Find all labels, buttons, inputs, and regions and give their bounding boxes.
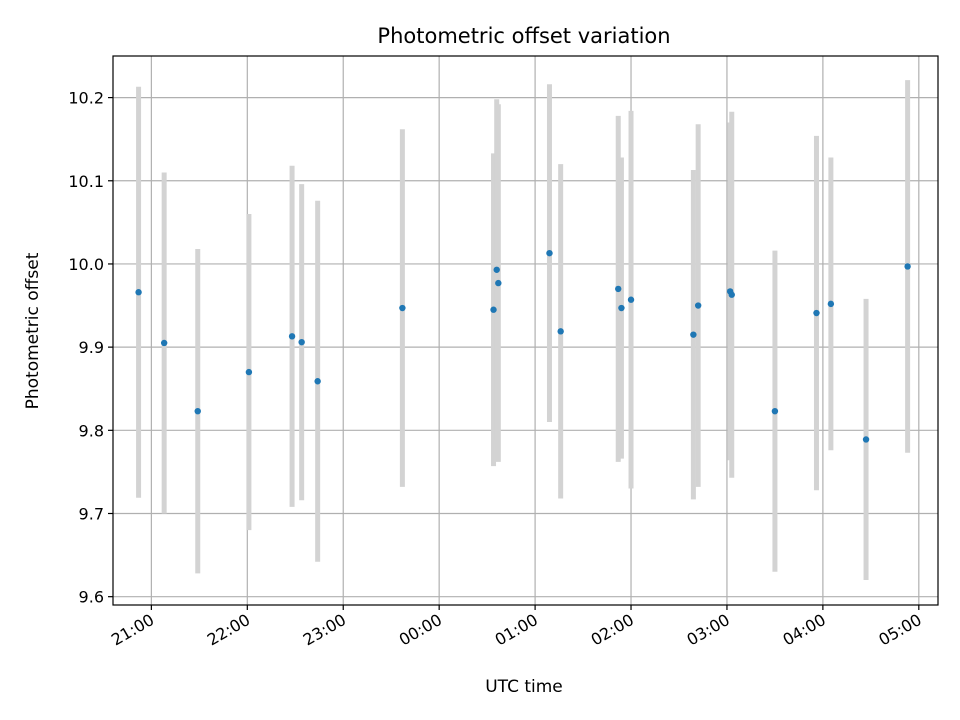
y-tick-label: 10.1 [68,172,104,191]
chart-title: Photometric offset variation [377,24,670,48]
data-point [314,378,321,385]
x-tick-label: 02:00 [588,610,637,650]
data-point [771,407,779,415]
x-tick-label: 04:00 [779,610,828,650]
data-point [399,304,406,312]
data-point [690,331,697,338]
x-tick-label: 23:00 [300,610,349,650]
plot-frame [112,55,939,606]
x-tick-label: 01:00 [492,610,541,650]
x-tick-label: 03:00 [684,610,733,650]
data-point [490,306,497,313]
data-point [827,300,835,308]
y-axis-label: Photometric offset [23,252,43,409]
x-ticks: 21:00 22:00 23:00 00:00 01:00 02:00 03:00 04:00… [108,605,925,650]
error-bars [136,80,911,581]
data-point [288,333,296,340]
data-point [194,407,201,415]
x-tick-label: 05:00 [875,610,924,650]
data-point [813,309,820,317]
data-point [557,328,564,335]
y-tick-label: 9.9 [79,338,104,357]
data-point [495,279,502,287]
data-point [615,285,622,293]
x-tick-label: 21:00 [108,610,157,650]
data-point [618,304,625,312]
data-point [904,263,911,270]
data-point [135,289,142,296]
data-point [546,249,553,257]
y-tick-label: 9.6 [79,588,104,607]
data-point [298,338,305,346]
data-point [245,368,253,376]
x-tick-label: 00:00 [396,610,445,650]
y-tick-label: 9.8 [79,421,104,440]
data-point [728,291,735,298]
x-axis-label: UTC time [485,677,563,697]
data-point [694,302,702,309]
x-tick-label: 22:00 [204,610,253,650]
data-point [493,266,500,273]
data-point [862,436,870,443]
data-point [160,339,168,347]
data-point [627,296,635,303]
y-tick-label: 9.7 [79,505,104,524]
data-points [135,249,911,443]
y-tick-label: 10.2 [68,89,104,108]
y-ticks: 9.6 9.7 9.8 9.9 10.0 10.1 10.2 [68,89,113,607]
y-tick-label: 10.0 [68,255,104,274]
